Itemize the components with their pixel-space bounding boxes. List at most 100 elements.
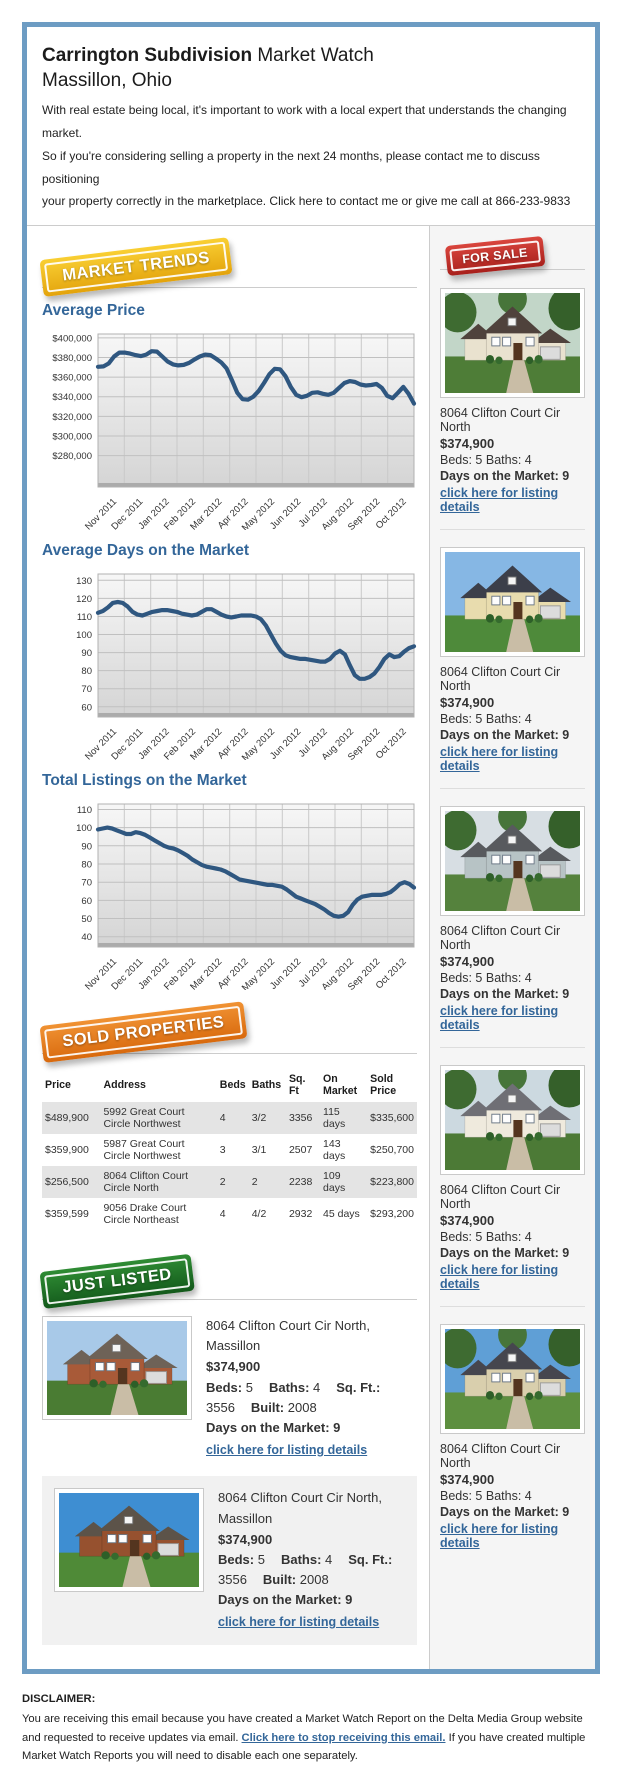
listing-photo[interactable]: [54, 1488, 204, 1593]
svg-text:110: 110: [77, 612, 92, 623]
listing-photo[interactable]: [440, 1324, 585, 1435]
disclaimer: DISCLAIMER: You are receiving this email…: [22, 1690, 598, 1766]
svg-text:130: 130: [76, 576, 92, 587]
listing-photo[interactable]: [440, 806, 585, 917]
just-listed-badge: JUST LISTED: [39, 1253, 195, 1310]
sold-table-cell: 4/2: [251, 1208, 267, 1221]
svg-text:110: 110: [77, 805, 92, 816]
svg-text:70: 70: [81, 878, 92, 889]
listing-details-link[interactable]: click here for listing details: [440, 486, 559, 515]
svg-text:100: 100: [76, 630, 92, 641]
for-sale-badge-label: FOR SALE: [449, 240, 541, 272]
chart-total-listings: 110 100 90 80 70 60 50 40 Nov 2011 Dec 2011 Jan 20…: [42, 796, 417, 990]
market-trends-badge: MARKET TRENDS: [39, 237, 233, 298]
listing-price: $374,900: [440, 695, 495, 711]
intro-line-3[interactable]: your property correctly in the marketpla…: [42, 194, 571, 209]
listing-price: $374,900: [440, 954, 495, 970]
sold-table-cell: 4: [219, 1208, 226, 1221]
market-trends-badge-label: MARKET TRENDS: [43, 241, 229, 293]
svg-text:$320,000: $320,000: [52, 412, 92, 423]
chart-average-days: 130 120 110 100 90 80 70 60 Nov 2011 Dec 2011 Jan …: [42, 566, 417, 760]
sold-table-cell: $223,800: [370, 1176, 414, 1189]
sold-table-cell: 143 days: [323, 1138, 346, 1163]
listing-photo[interactable]: [440, 547, 585, 658]
listing-separator: [440, 1306, 585, 1308]
sold-table-row: $359,599 9056 Drake Court Circle Northeas…: [42, 1198, 417, 1230]
intro-line-2: So if you're considering selling a prope…: [42, 148, 540, 186]
for-sale-listing: 8064 Clifton Court Cir North $374,900 Be…: [440, 1065, 585, 1308]
sold-table-cell: 5987 Great Court Circle Northwest: [103, 1138, 185, 1163]
listing-price: $374,900: [440, 1213, 495, 1229]
sold-table-cell: $359,900: [45, 1144, 89, 1157]
listing-details-link[interactable]: click here for listing details: [440, 1263, 559, 1292]
sold-properties-badge-row: SOLD PROPERTIES: [39, 1001, 417, 1064]
svg-text:$280,000: $280,000: [52, 451, 92, 462]
header: Carrington Subdivision Market Watch Mass…: [27, 27, 595, 225]
listing-specs: Beds: 5 Baths: 4 Sq. Ft.: 3556 Built: 2008: [206, 1378, 417, 1418]
svg-text:80: 80: [81, 666, 92, 677]
sold-table-cell: 2: [219, 1176, 226, 1189]
listing-separator: [440, 1047, 585, 1049]
sold-table-cell: 3/1: [251, 1144, 267, 1157]
listing-details-link[interactable]: click here for listing details: [440, 1522, 559, 1551]
chart-average-price: $400,000 $380,000 $360,000 $340,000 $320,000…: [42, 326, 417, 530]
for-sale-badge: FOR SALE: [444, 236, 546, 277]
listing-price: $374,900: [440, 1472, 495, 1488]
listing-details-link[interactable]: click here for listing details: [440, 745, 559, 774]
listing-spec: Beds: 5: [206, 1379, 253, 1395]
section-total-listings: Total Listings on the Market: [42, 772, 247, 790]
for-sale-listing: 8064 Clifton Court Cir North $374,900 Be…: [440, 288, 585, 531]
sold-column-header: Sold Price: [370, 1073, 397, 1098]
unsubscribe-link[interactable]: Click here to stop receiving this email.: [241, 1731, 446, 1744]
intro-text: With real estate being local, it's impor…: [42, 99, 579, 213]
sidebar-for-sale: FOR SALE 8064 Clifton Court Cir North $3…: [430, 226, 595, 1669]
listing-photo[interactable]: [440, 1065, 585, 1176]
sold-table-cell: 2238: [288, 1176, 313, 1189]
listing-spec: Baths: 4: [280, 1551, 333, 1567]
sold-table-header-row: Price Address Beds Baths Sq. Ft On Market Sold…: [42, 1068, 417, 1102]
city-state: Massillon, Ohio: [42, 70, 172, 92]
listing-address: 8064 Clifton Court Cir North: [440, 665, 561, 694]
section-average-days: Average Days on the Market: [42, 542, 250, 560]
listing-address: 8064 Clifton Court Cir North: [440, 406, 561, 435]
listing-days-on-market: Days on the Market: 9: [218, 1592, 353, 1608]
section-average-price: Average Price: [42, 302, 145, 320]
sold-table-row: $489,900 5992 Great Court Circle Northwes…: [42, 1102, 417, 1135]
main-column: MARKET TRENDS Average Price $400,000 $380…: [27, 226, 430, 1669]
svg-text:100: 100: [76, 823, 92, 834]
svg-text:50: 50: [81, 914, 92, 925]
listing-address: 8064 Clifton Court Cir North, Massillon: [206, 1318, 371, 1354]
sold-properties-badge: SOLD PROPERTIES: [39, 1001, 248, 1064]
listing-details-link[interactable]: click here for listing details: [206, 1442, 368, 1457]
sold-table-cell: 9056 Drake Court Circle Northeast: [103, 1202, 187, 1227]
listing-details-link[interactable]: click here for listing details: [218, 1615, 380, 1630]
page-title: Carrington Subdivision Market Watch Mass…: [42, 43, 579, 93]
for-sale-listing: 8064 Clifton Court Cir North $374,900 Be…: [440, 806, 585, 1049]
sold-table-cell: 3/2: [251, 1112, 267, 1125]
listing-photo[interactable]: [42, 1316, 192, 1421]
sold-table-cell: $489,900: [45, 1112, 89, 1125]
sold-table-cell: 109 days: [323, 1170, 346, 1195]
sold-table-cell: 5992 Great Court Circle Northwest: [103, 1106, 185, 1131]
market-trends-badge-row: MARKET TRENDS: [39, 237, 417, 298]
sold-table-cell: 3: [219, 1144, 226, 1157]
sold-table-cell: 2507: [288, 1144, 313, 1157]
newsletter-frame: Carrington Subdivision Market Watch Mass…: [22, 22, 600, 1674]
listing-address: 8064 Clifton Court Cir North, Massillon: [218, 1490, 383, 1526]
listing-photo[interactable]: [440, 288, 585, 399]
disclaimer-text: You are receiving this email because you…: [22, 1710, 598, 1765]
svg-text:90: 90: [81, 648, 92, 659]
subdivision-name: Carrington Subdivision: [42, 45, 253, 66]
sold-properties-table: Price Address Beds Baths Sq. Ft On Market Sold…: [42, 1068, 417, 1230]
listing-specs: Beds: 5 Baths: 4 Sq. Ft.: 3556 Built: 2008: [218, 1550, 405, 1590]
svg-text:$340,000: $340,000: [52, 392, 92, 403]
listing-spec: Built: 2008: [262, 1571, 329, 1587]
listing-separator: [440, 529, 585, 531]
listing-details-link[interactable]: click here for listing details: [440, 1004, 559, 1033]
svg-text:60: 60: [81, 896, 92, 907]
sold-table-cell: 45 days: [323, 1208, 360, 1221]
for-sale-listing: 8064 Clifton Court Cir North $374,900 Be…: [440, 1324, 585, 1552]
svg-text:$300,000: $300,000: [52, 432, 92, 443]
sold-table-cell: 2: [251, 1176, 258, 1189]
sold-table-cell: 3356: [288, 1112, 313, 1125]
